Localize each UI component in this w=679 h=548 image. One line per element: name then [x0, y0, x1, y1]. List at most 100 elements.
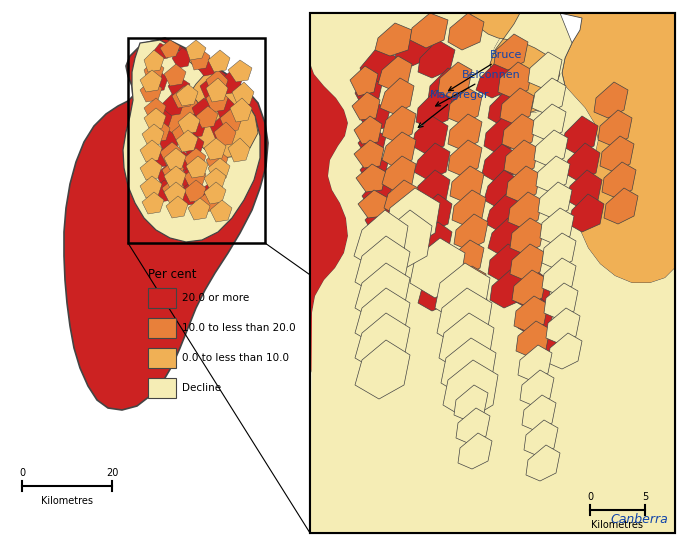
Polygon shape [228, 138, 250, 162]
Polygon shape [360, 102, 390, 130]
Polygon shape [140, 176, 162, 198]
Polygon shape [428, 68, 464, 106]
Text: 0: 0 [19, 468, 25, 478]
Polygon shape [504, 140, 538, 176]
Polygon shape [354, 140, 384, 168]
Polygon shape [484, 170, 520, 208]
Polygon shape [506, 166, 540, 202]
Polygon shape [378, 210, 432, 270]
Polygon shape [476, 60, 514, 98]
Polygon shape [204, 182, 226, 204]
Polygon shape [384, 180, 418, 216]
Polygon shape [520, 370, 554, 406]
Polygon shape [454, 385, 488, 421]
Polygon shape [502, 114, 536, 150]
Polygon shape [152, 108, 172, 130]
Polygon shape [532, 78, 566, 114]
Polygon shape [355, 340, 410, 399]
Polygon shape [176, 168, 198, 190]
Polygon shape [448, 114, 482, 150]
Text: Macgregor: Macgregor [418, 90, 490, 128]
Polygon shape [440, 13, 675, 113]
Polygon shape [452, 190, 486, 226]
Polygon shape [518, 345, 552, 381]
Polygon shape [148, 120, 170, 142]
Text: 0.0 to less than 10.0: 0.0 to less than 10.0 [182, 353, 289, 363]
Polygon shape [196, 56, 218, 76]
Polygon shape [510, 218, 544, 254]
Polygon shape [600, 136, 634, 172]
Polygon shape [164, 182, 186, 204]
Polygon shape [186, 156, 208, 178]
Polygon shape [437, 288, 492, 348]
Polygon shape [382, 132, 416, 168]
Polygon shape [488, 244, 524, 282]
Polygon shape [182, 134, 204, 156]
Polygon shape [528, 52, 562, 88]
Polygon shape [142, 192, 164, 214]
Text: Kilometres: Kilometres [41, 496, 93, 506]
Polygon shape [206, 78, 228, 102]
Polygon shape [418, 40, 455, 78]
Polygon shape [534, 130, 568, 166]
Polygon shape [484, 116, 520, 154]
Polygon shape [158, 130, 180, 152]
Polygon shape [365, 204, 394, 232]
Polygon shape [566, 170, 602, 208]
Polygon shape [144, 98, 166, 120]
Polygon shape [546, 308, 580, 344]
Polygon shape [416, 194, 452, 232]
Polygon shape [186, 40, 206, 60]
Polygon shape [176, 84, 198, 106]
Polygon shape [454, 214, 488, 250]
Polygon shape [355, 263, 410, 322]
Polygon shape [160, 96, 205, 140]
Polygon shape [220, 70, 242, 94]
Polygon shape [562, 116, 598, 154]
Polygon shape [494, 34, 528, 70]
Polygon shape [148, 70, 168, 92]
Polygon shape [220, 108, 242, 132]
Polygon shape [414, 170, 450, 208]
Polygon shape [184, 180, 206, 202]
Polygon shape [214, 122, 236, 146]
Polygon shape [488, 88, 524, 126]
Polygon shape [540, 208, 574, 244]
Polygon shape [438, 62, 472, 98]
Polygon shape [64, 38, 268, 410]
Polygon shape [142, 124, 164, 146]
Polygon shape [443, 360, 498, 420]
Polygon shape [164, 166, 186, 188]
Polygon shape [210, 116, 232, 140]
Polygon shape [516, 321, 550, 357]
Polygon shape [488, 218, 524, 256]
Text: 20: 20 [106, 468, 118, 478]
Polygon shape [355, 288, 410, 347]
Polygon shape [526, 445, 560, 481]
Polygon shape [414, 143, 450, 180]
Polygon shape [140, 158, 162, 180]
Polygon shape [482, 144, 518, 182]
Polygon shape [144, 50, 164, 72]
Text: 20.0 or more: 20.0 or more [182, 293, 249, 303]
Polygon shape [172, 86, 194, 108]
Bar [310, 13, 675, 533]
Polygon shape [382, 156, 416, 192]
Polygon shape [416, 222, 452, 260]
Polygon shape [560, 13, 675, 283]
Text: 5: 5 [642, 492, 648, 502]
Polygon shape [160, 40, 180, 58]
Polygon shape [144, 108, 166, 130]
Polygon shape [123, 40, 260, 242]
Polygon shape [498, 62, 532, 98]
Polygon shape [204, 168, 226, 190]
Polygon shape [188, 198, 210, 220]
Polygon shape [184, 166, 206, 188]
Polygon shape [355, 313, 410, 372]
Polygon shape [410, 238, 465, 298]
Polygon shape [395, 30, 432, 66]
Bar [128, 38, 265, 243]
Polygon shape [450, 166, 484, 202]
Text: Belconnen: Belconnen [436, 70, 521, 106]
Bar [148, 288, 176, 308]
